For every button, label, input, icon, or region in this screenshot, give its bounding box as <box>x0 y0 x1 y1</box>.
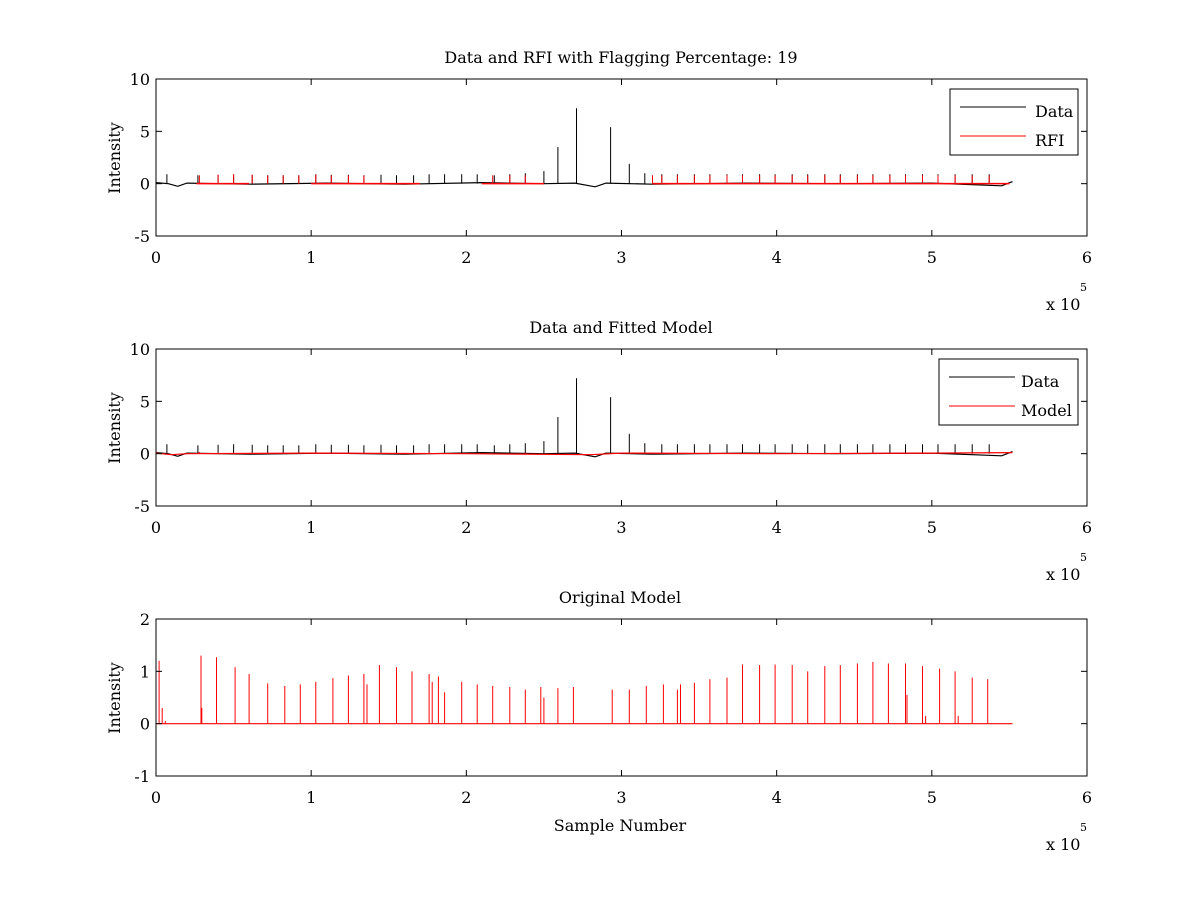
panel-original-model: Original Model Intensity Sample Number x… <box>105 588 1092 854</box>
series-series-0 <box>156 655 1013 725</box>
legend-box <box>938 358 1079 426</box>
x-multiplier-base: x 10 <box>1046 565 1080 584</box>
x-tick-label: 6 <box>1082 518 1092 537</box>
x-tick-label: 0 <box>151 518 161 537</box>
series-model <box>155 452 1013 456</box>
x-multiplier-exponent: 5 <box>1080 551 1087 564</box>
x-tick-label: 3 <box>616 788 626 807</box>
x-tick-label: 1 <box>306 788 316 807</box>
y-tick-label: -5 <box>134 497 150 516</box>
x-tick-label: 2 <box>461 518 471 537</box>
x-tick-label: 6 <box>1082 788 1092 807</box>
legend-label-rfi: RFI <box>1035 131 1064 150</box>
legend-label-data: Data <box>1035 102 1074 121</box>
chart-title: Data and RFI with Flagging Percentage: 1… <box>444 48 797 67</box>
legend-label-model: Model <box>1021 401 1072 420</box>
x-multiplier-exponent: 5 <box>1080 281 1087 294</box>
x-tick-label: 0 <box>151 248 161 267</box>
y-axis-label: Intensity <box>105 122 124 194</box>
x-multiplier-exponent: 5 <box>1080 821 1087 834</box>
panel-data-rfi: Data and RFI with Flagging Percentage: 1… <box>105 48 1092 314</box>
x-tick-label: 1 <box>306 248 316 267</box>
x-tick-label: 5 <box>927 788 937 807</box>
x-tick-label: 3 <box>616 518 626 537</box>
y-axis-label: Intensity <box>105 392 124 464</box>
y-tick-label: 5 <box>140 122 150 141</box>
y-tick-label: 0 <box>140 175 150 194</box>
y-tick-label: 0 <box>140 715 150 734</box>
x-tick-label: 2 <box>461 788 471 807</box>
y-tick-label: -5 <box>134 227 150 246</box>
legend-label-data: Data <box>1021 372 1060 391</box>
x-tick-label: 5 <box>927 518 937 537</box>
chart-title: Data and Fitted Model <box>529 318 712 337</box>
series-line-model <box>155 452 1013 456</box>
x-tick-label: 2 <box>461 248 471 267</box>
x-tick-label: 4 <box>772 518 782 537</box>
x-tick-label: 0 <box>151 788 161 807</box>
x-tick-label: 4 <box>772 788 782 807</box>
x-tick-label: 5 <box>927 248 937 267</box>
y-tick-label: 2 <box>140 610 150 629</box>
legend: Data RFI <box>949 88 1079 156</box>
y-tick-label: 0 <box>140 445 150 464</box>
y-tick-label: 5 <box>140 392 150 411</box>
y-tick-label: 1 <box>140 662 150 681</box>
y-axis-label: Intensity <box>105 662 124 734</box>
series-rfi <box>196 174 1010 185</box>
panel-data-model: Data and Fitted Model Intensity x 10 5 0… <box>105 318 1092 584</box>
x-tick-label: 4 <box>772 248 782 267</box>
legend: Data Model <box>938 358 1079 426</box>
y-tick-label: 10 <box>130 340 150 359</box>
chart-title: Original Model <box>559 588 681 607</box>
y-tick-label: 10 <box>130 70 150 89</box>
x-tick-label: 6 <box>1082 248 1092 267</box>
x-multiplier-base: x 10 <box>1046 295 1080 314</box>
x-multiplier-base: x 10 <box>1046 835 1080 854</box>
x-tick-label: 1 <box>306 518 316 537</box>
y-tick-label: -1 <box>134 767 150 786</box>
legend-box <box>949 88 1079 156</box>
x-tick-label: 3 <box>616 248 626 267</box>
x-axis-label: Sample Number <box>554 816 687 835</box>
